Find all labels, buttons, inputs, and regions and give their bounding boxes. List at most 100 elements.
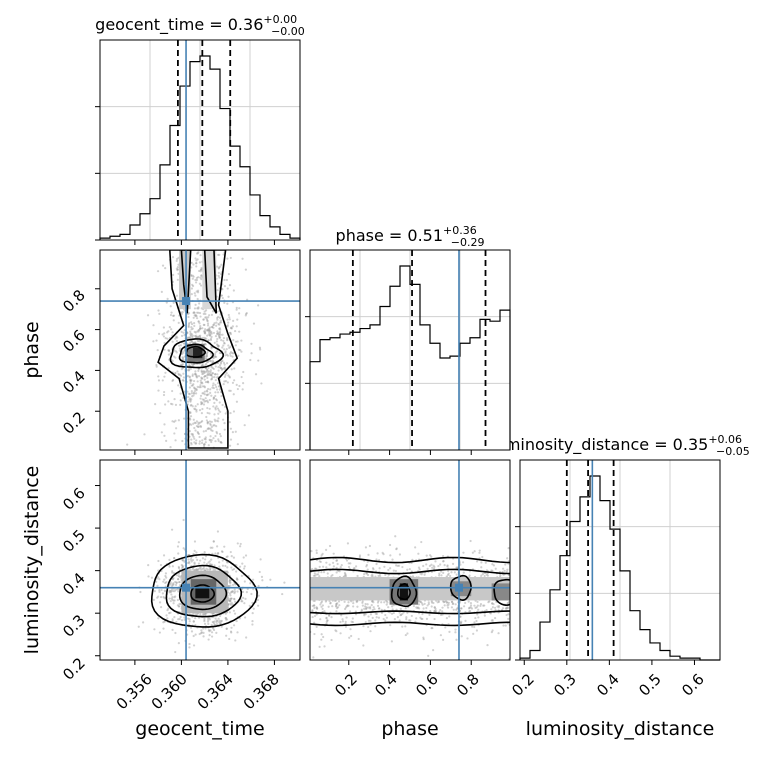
sample-point [225, 278, 228, 282]
sample-point [212, 331, 216, 335]
sample-point [362, 625, 365, 628]
sample-point [172, 590, 175, 593]
sample-point [189, 330, 192, 333]
sample-point [409, 619, 412, 622]
sample-point [162, 580, 165, 583]
sample-point [251, 601, 254, 604]
sample-point [215, 385, 218, 389]
sample-point [476, 613, 479, 616]
sample-point [364, 607, 368, 611]
contour-line [310, 556, 510, 627]
sample-point [175, 351, 178, 354]
sample-point [335, 602, 338, 606]
sample-point [357, 637, 360, 641]
sample-point [200, 266, 203, 270]
sample-point [196, 385, 199, 388]
sample-point [353, 567, 356, 570]
sample-point [320, 570, 323, 574]
sample-point [210, 378, 213, 381]
sample-point [315, 551, 318, 555]
sample-point [176, 598, 179, 602]
panel-border [99, 39, 301, 241]
sample-point [206, 373, 209, 376]
sample-point [244, 268, 247, 271]
sample-point [191, 364, 194, 367]
sample-point [176, 545, 180, 548]
sample-point [198, 336, 202, 339]
sample-point [160, 431, 163, 434]
sample-point [197, 367, 200, 371]
sample-point [227, 597, 230, 600]
sample-point [230, 602, 233, 605]
sample-point [426, 604, 429, 607]
sample-point [203, 371, 206, 375]
sample-point [430, 626, 433, 630]
sample-point [169, 313, 173, 317]
sample-point [484, 561, 487, 564]
sample-point [421, 617, 424, 621]
sample-point [177, 552, 180, 555]
sample-point [161, 592, 164, 595]
sample-point [167, 607, 170, 610]
x-tick-phase: 0.4 [371, 670, 401, 700]
sample-point [372, 606, 375, 609]
sample-point [502, 567, 505, 570]
sample-point [425, 606, 428, 610]
sample-point [334, 605, 338, 608]
sample-point [162, 621, 165, 624]
sample-point [235, 570, 238, 573]
sample-point [224, 354, 227, 357]
x-tick-phase: 0.8 [453, 670, 483, 700]
sample-point [171, 379, 174, 383]
sample-point [459, 563, 462, 566]
sample-point [507, 606, 510, 610]
sample-point [200, 377, 203, 380]
sample-point [186, 336, 189, 339]
sample-point [179, 615, 182, 619]
sample-point [197, 306, 200, 309]
sample-point [505, 613, 508, 617]
sample-point [220, 394, 223, 398]
sample-point [187, 324, 190, 327]
sample-point [419, 600, 422, 603]
sample-point [387, 606, 390, 609]
sample-point [439, 609, 442, 612]
sample-point [202, 613, 205, 616]
sample-point [169, 611, 172, 614]
sample-point [218, 334, 221, 337]
sample-point [212, 540, 215, 543]
sample-point [362, 644, 365, 647]
sample-point [226, 257, 229, 260]
sample-point [195, 442, 198, 445]
panel-border [519, 459, 721, 661]
sample-point [430, 563, 433, 566]
sample-point [212, 323, 215, 327]
sample-point [175, 335, 178, 338]
sample-point [194, 408, 197, 411]
sample-point [478, 551, 481, 554]
sample-point [454, 603, 457, 606]
sample-point [213, 322, 216, 325]
sample-point [206, 350, 209, 354]
sample-point [235, 308, 238, 311]
sample-point [202, 323, 205, 326]
sample-point [210, 394, 213, 397]
sample-point [194, 373, 197, 376]
sample-point [365, 565, 368, 568]
sample-point [193, 540, 197, 543]
sample-point [195, 408, 198, 411]
sample-point [211, 372, 214, 375]
sample-point [201, 327, 204, 330]
sample-point [217, 409, 221, 412]
sample-point [233, 612, 237, 615]
sample-point [394, 569, 397, 573]
sample-point [219, 333, 222, 336]
y-tick-phase: 0.8 [59, 286, 89, 316]
sample-point [430, 555, 433, 558]
sample-point [220, 321, 223, 324]
sample-point [216, 545, 219, 548]
sample-point [371, 567, 375, 570]
sample-point [176, 278, 179, 281]
sample-point [197, 423, 200, 426]
sample-point [396, 564, 399, 568]
